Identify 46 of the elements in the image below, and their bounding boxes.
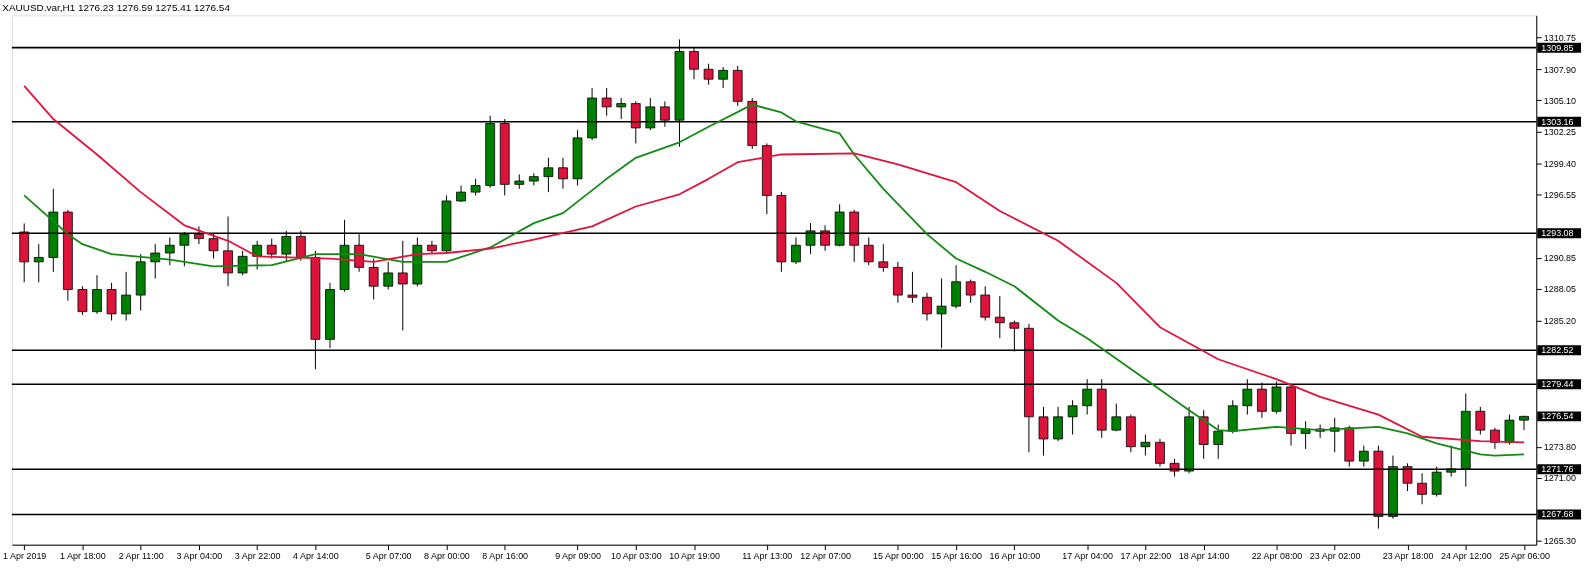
x-tick-label: 24 Apr 12:00 bbox=[1440, 551, 1492, 562]
x-tick-label: 1 Apr 2019 bbox=[3, 551, 47, 562]
x-tick-label: 10 Apr 19:00 bbox=[669, 551, 720, 562]
y-tick-label: 1307.90 bbox=[1543, 64, 1577, 75]
y-tick-label: 1288.05 bbox=[1543, 284, 1577, 295]
x-tick-label: 15 Apr 00:00 bbox=[873, 551, 924, 562]
ref-line-label: 1293.08 bbox=[1541, 228, 1574, 239]
y-tick-label: 1265.30 bbox=[1543, 536, 1577, 547]
x-tick-label: 3 Apr 22:00 bbox=[234, 551, 281, 562]
x-tick-label: 8 Apr 16:00 bbox=[482, 551, 529, 562]
ref-line-label: 1282.52 bbox=[1541, 345, 1574, 356]
x-tick-label: 18 Apr 14:00 bbox=[1178, 551, 1230, 562]
x-tick-label: 8 Apr 00:00 bbox=[424, 551, 470, 562]
chart-title: XAUUSD.var,H1 1276.23 1276.59 1275.41 1276.54 bbox=[2, 2, 231, 14]
ref-line-label: 1309.85 bbox=[1541, 42, 1574, 53]
x-tick-label: 25 Apr 06:00 bbox=[1499, 551, 1550, 562]
x-tick-label: 10 Apr 03:00 bbox=[610, 551, 662, 562]
y-tick-label: 1273.80 bbox=[1543, 442, 1577, 453]
x-tick-label: 17 Apr 22:00 bbox=[1120, 551, 1172, 562]
x-tick-label: 15 Apr 16:00 bbox=[931, 551, 982, 562]
y-tick-label: 1299.40 bbox=[1543, 158, 1577, 169]
y-tick-label: 1285.20 bbox=[1543, 316, 1577, 327]
ref-line-label: 1271.76 bbox=[1541, 464, 1574, 475]
x-tick-label: 1 Apr 18:00 bbox=[60, 551, 106, 562]
x-tick-label: 23 Apr 18:00 bbox=[1382, 551, 1434, 562]
x-tick-label: 12 Apr 07:00 bbox=[800, 551, 851, 562]
y-tick-label: 1271.00 bbox=[1543, 473, 1577, 484]
y-tick-label: 1296.55 bbox=[1543, 190, 1577, 201]
text: 1276.54 bbox=[1541, 411, 1574, 422]
x-tick-label: 17 Apr 04:00 bbox=[1062, 551, 1114, 562]
x-tick-label: 4 Apr 14:00 bbox=[293, 551, 339, 562]
x-tick-label: 2 Apr 11:00 bbox=[118, 551, 164, 562]
ref-line-label: 1267.68 bbox=[1541, 509, 1574, 520]
x-tick-label: 11 Apr 13:00 bbox=[742, 551, 793, 562]
x-tick-label: 5 Apr 07:00 bbox=[365, 551, 412, 562]
x-tick-label: 3 Apr 04:00 bbox=[176, 551, 223, 562]
ref-line-label: 1303.16 bbox=[1541, 116, 1574, 127]
x-tick-label: 22 Apr 08:00 bbox=[1251, 551, 1303, 562]
y-tick-label: 1310.75 bbox=[1543, 33, 1577, 44]
y-tick-label: 1290.85 bbox=[1543, 253, 1577, 264]
y-tick-label: 1302.25 bbox=[1543, 127, 1577, 138]
x-tick-label: 9 Apr 09:00 bbox=[555, 551, 601, 562]
x-tick-label: 23 Apr 02:00 bbox=[1309, 551, 1361, 562]
x-tick-label: 16 Apr 10:00 bbox=[989, 551, 1041, 562]
ref-line-label: 1279.44 bbox=[1541, 379, 1574, 390]
y-tick-label: 1305.10 bbox=[1543, 95, 1577, 106]
